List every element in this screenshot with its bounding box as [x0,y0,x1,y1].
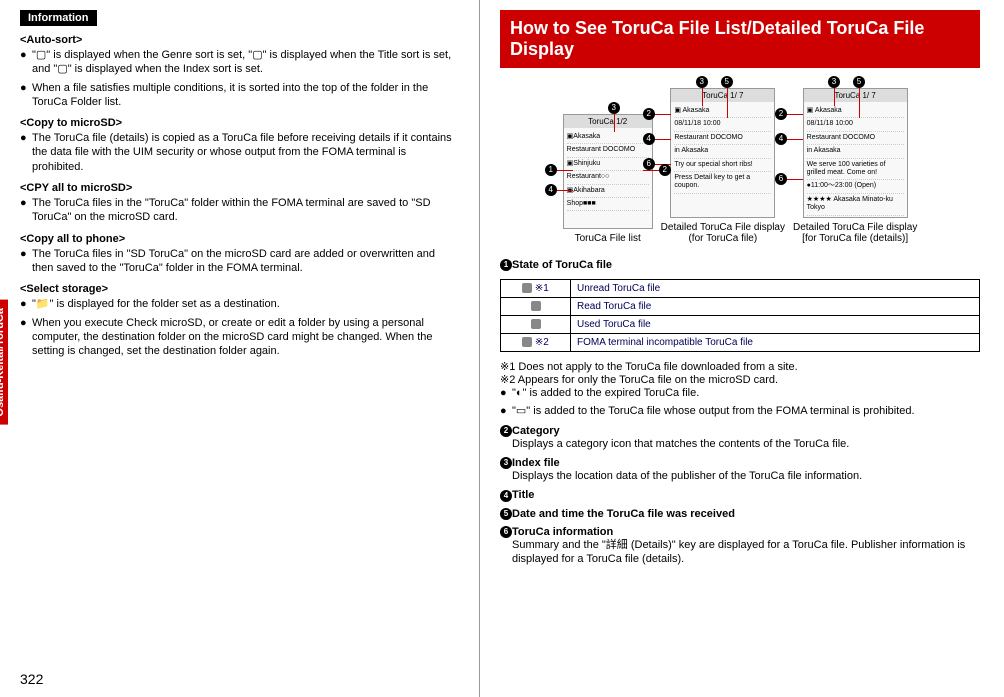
state-icon [522,283,532,293]
marker-2b: 2 [643,108,655,120]
screen-row: Shop■■■ [567,198,649,211]
marker-2c: 2 [775,108,787,120]
item-heading: 6ToruCa information [500,526,980,538]
marker-1: 1 [545,164,557,176]
extra-note: ●"◐" is added to the expired ToruCa file… [500,386,980,400]
marker-3b: 3 [696,76,708,88]
caption-2: Detailed ToruCa File display (for ToruCa… [661,222,785,244]
state-icon [531,301,541,311]
screen-row: 08/11/18 10:00 [807,118,904,131]
screen-row: ▣Akihabara [567,185,649,198]
info-section-head: <Copy all to phone> [20,233,459,245]
screen-row: ▣Shinjuku [567,158,649,171]
screen-detail1: ToruCa 1/ 7 ▣ Akasaka 08/11/18 10:00Rest… [670,88,775,218]
screen-row: Try our special short ribs! [674,159,771,172]
screen-row: in Akasaka [674,145,771,158]
marker-5: 5 [721,76,733,88]
screen-row: 08/11/18 10:00 [674,118,771,131]
marker-4b: 4 [643,133,655,145]
info-bullet: ●When a file satisfies multiple conditio… [20,81,459,110]
state-icon [522,337,532,347]
marker-6b: 6 [775,173,787,185]
screen-row: ▣Akasaka [567,131,649,144]
screen-row: Restaurant○○ [567,171,649,184]
info-bullet: ●"📁" is displayed for the folder set as … [20,297,459,311]
page-number: 322 [20,671,43,687]
footnote: ※1 Does not apply to the ToruCa file dow… [500,360,980,373]
marker-6: 6 [643,158,655,170]
info-bullet: ●The ToruCa files in the "ToruCa" folder… [20,196,459,225]
screen-row: ▣ Akasaka [674,105,771,118]
state-desc: Used ToruCa file [571,316,980,334]
footnote: ※2 Appears for only the ToruCa file on t… [500,373,980,386]
table-row: Read ToruCa file [501,298,980,316]
item-body: Displays the location data of the publis… [512,469,980,483]
marker-4c: 4 [775,133,787,145]
table-row: ※2FOMA terminal incompatible ToruCa file [501,334,980,352]
main-heading: How to See ToruCa File List/Detailed Tor… [500,10,980,68]
item-heading: 4Title [500,489,980,501]
marker-3: 3 [608,102,620,114]
screen-row: Press Detail key to get a coupon. [674,172,771,194]
info-section-head: <Copy to microSD> [20,117,459,129]
info-section-head: <CPY all to microSD> [20,182,459,194]
caption-3: Detailed ToruCa File display [for ToruCa… [793,222,917,244]
extra-note: ●"▭" is added to the ToruCa file whose o… [500,404,980,418]
caption-1: ToruCa File list [575,233,641,244]
info-bullet: ●When you execute Check microSD, or crea… [20,316,459,359]
state-heading: State of ToruCa file [512,259,612,271]
screen-detail2: ToruCa 1/ 7 ▣ Akasaka 08/11/18 10:00Rest… [803,88,908,218]
table-row: Used ToruCa file [501,316,980,334]
screen-row: We serve 100 varieties of grilled meat. … [807,159,904,181]
state-icon [531,319,541,329]
screen-list: ToruCa 1/2 ▣AkasakaRestaurant DOCOMO▣Shi… [563,114,653,229]
item-body: Summary and the "詳細 (Details)" key are d… [512,538,980,567]
state-desc: Unread ToruCa file [571,280,980,298]
info-bullet: ●"▢" is displayed when the Genre sort is… [20,48,459,77]
marker-5b: 5 [853,76,865,88]
item-heading: 5Date and time the ToruCa file was recei… [500,508,980,520]
screen-row: in Akasaka [807,145,904,158]
marker-4: 4 [545,184,557,196]
screen-row: Restaurant DOCOMO [567,144,649,157]
screen-row: Restaurant DOCOMO [674,132,771,145]
information-tag: Information [20,10,97,26]
info-bullet: ●The ToruCa files in "SD ToruCa" on the … [20,247,459,276]
state-table: ※1Unread ToruCa file Read ToruCa file Us… [500,279,980,352]
table-row: ※1Unread ToruCa file [501,280,980,298]
item-heading: 3Index file [500,457,980,469]
state-desc: Read ToruCa file [571,298,980,316]
info-bullet: ●The ToruCa file (details) is copied as … [20,131,459,174]
item-heading: 2Category [500,425,980,437]
screen-row: Restaurant DOCOMO [807,132,904,145]
item-body: Displays a category icon that matches th… [512,437,980,451]
screen-row: ▣ Akasaka [807,105,904,118]
screen-row: ★★★★ Akasaka Minato-ku Tokyo [807,194,904,216]
marker-3c: 3 [828,76,840,88]
marker-2: 2 [659,164,671,176]
num-1: 1 [500,259,512,271]
info-section-head: <Select storage> [20,283,459,295]
screenshot-row: 1 4 3 2 ToruCa 1/2 ▣AkasakaRestaurant DO… [500,88,980,244]
info-section-head: <Auto-sort> [20,34,459,46]
state-desc: FOMA terminal incompatible ToruCa file [571,334,980,352]
screen-row: ●11:00～23:00 (Open) [807,180,904,193]
